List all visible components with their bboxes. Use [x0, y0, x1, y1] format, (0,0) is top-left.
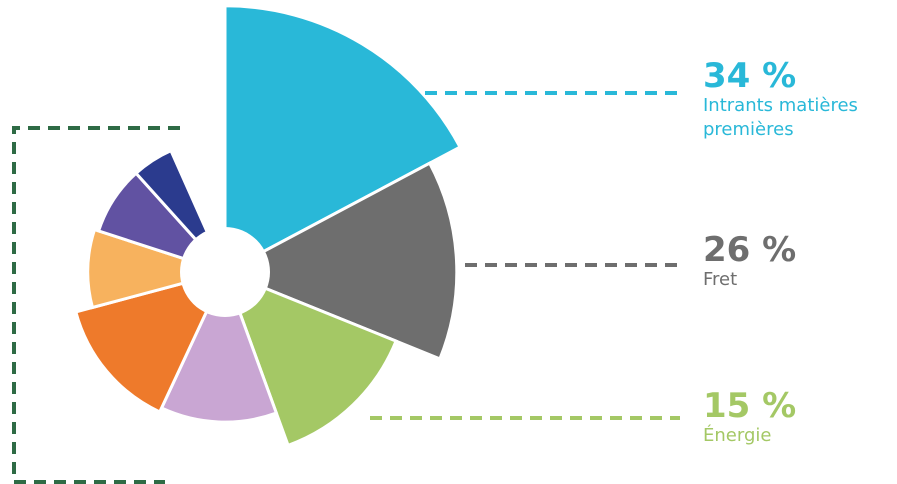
segment-label: 26 % Fret: [703, 232, 893, 292]
category-label: Intrants matières premières: [703, 95, 858, 140]
segment-label: 15 % Énergie: [703, 388, 893, 448]
percent-label: 26 %: [703, 230, 797, 270]
rose-segment: [222, 269, 399, 448]
percent-label: 15 %: [703, 386, 797, 426]
rose-segment: [159, 268, 279, 424]
category-label: Énergie: [703, 425, 772, 446]
center-hole: [180, 227, 270, 317]
category-label: Fret: [703, 269, 738, 290]
percent-label: 34 %: [703, 56, 797, 96]
rose-segment: [86, 227, 231, 310]
rose-segment: [221, 161, 459, 361]
segment-label: 34 % Intrants matières premières: [703, 58, 893, 142]
group-bracket: [12, 126, 180, 484]
rose-segment: [223, 4, 463, 275]
rose-segment: [74, 269, 228, 414]
